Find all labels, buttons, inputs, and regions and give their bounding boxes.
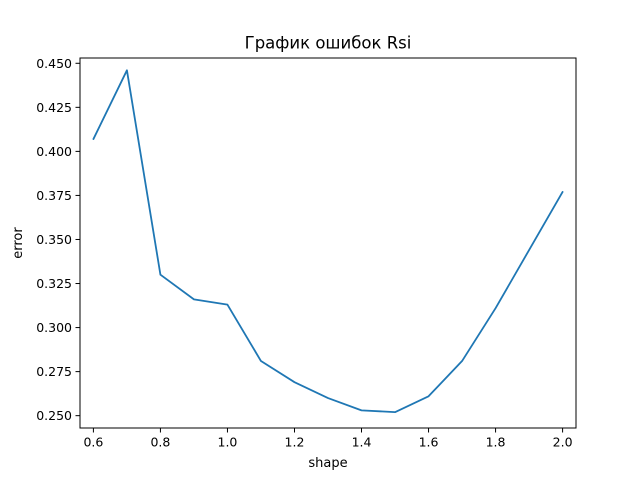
y-tick-label: 0.425 <box>36 100 72 115</box>
y-tick-label: 0.250 <box>36 408 72 423</box>
series-line <box>92 69 564 414</box>
x-tick-label: 1.2 <box>285 435 305 450</box>
x-tick-label: 1.0 <box>218 435 238 450</box>
x-tick-label: 1.6 <box>419 435 439 450</box>
plot-frame <box>79 57 577 429</box>
y-tick-label: 0.300 <box>36 320 72 335</box>
y-tick-label: 0.450 <box>36 56 72 71</box>
x-tick-label: 2.0 <box>553 435 573 450</box>
y-tick-label: 0.350 <box>36 232 72 247</box>
x-tick-label: 1.4 <box>352 435 372 450</box>
x-tick-label: 0.6 <box>83 435 103 450</box>
y-tick-label: 0.375 <box>36 188 72 203</box>
y-tick-label: 0.325 <box>36 276 72 291</box>
x-tick-label: 0.8 <box>150 435 170 450</box>
x-tick-label: 1.8 <box>486 435 506 450</box>
y-tick-label: 0.400 <box>36 144 72 159</box>
y-tick-label: 0.275 <box>36 364 72 379</box>
series-group <box>92 69 564 414</box>
chart-title: График ошибок Rsi <box>245 34 412 53</box>
y-axis: 0.250 0.275 0.300 0.325 0.350 0.375 0.400 0.425… <box>36 56 80 423</box>
x-axis: 0.6 0.8 1.0 1.2 1.4 1.6 1.8 2.0 <box>83 428 573 450</box>
x-axis-label: shape <box>308 456 347 471</box>
y-axis-label: error <box>11 227 26 259</box>
